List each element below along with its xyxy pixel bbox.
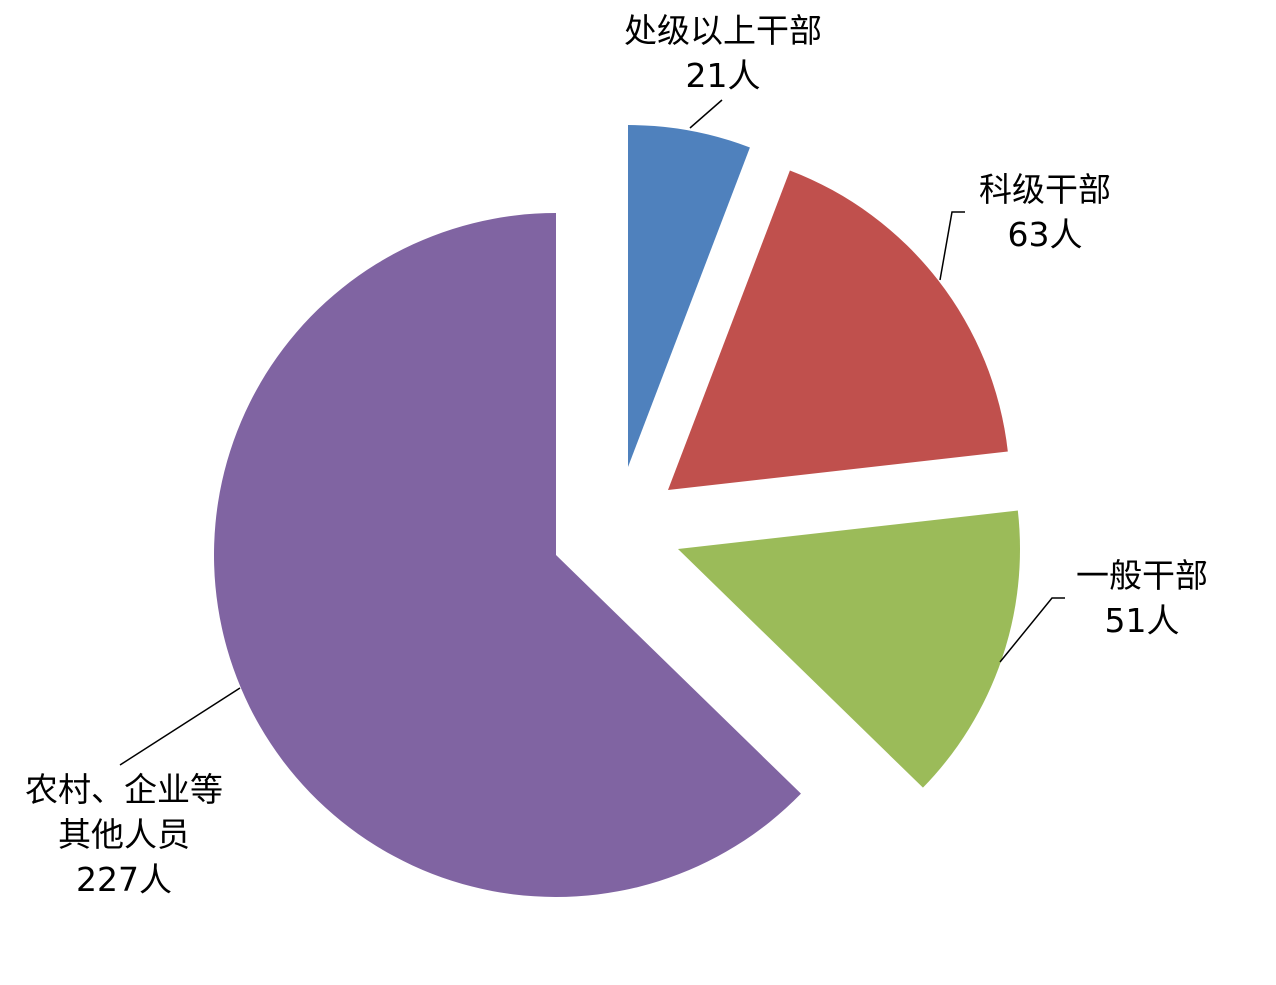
category-label: 一般干部 <box>1076 556 1208 595</box>
slice-label: 处级以上干部 21人 <box>603 8 843 98</box>
leader-line <box>999 597 1065 663</box>
value-label: 63人 <box>1007 215 1083 254</box>
slice-label: 一般干部 51人 <box>1057 553 1227 643</box>
category-label: 农村、企业等其他人员 <box>25 770 223 854</box>
slice-label: 农村、企业等其他人员 227人 <box>10 767 238 902</box>
value-label: 51人 <box>1104 601 1180 640</box>
value-label: 21人 <box>685 56 761 95</box>
leader-line <box>939 211 965 281</box>
leader-line <box>119 687 241 766</box>
slice-label: 科级干部 63人 <box>960 167 1130 257</box>
category-label: 科级干部 <box>979 170 1111 209</box>
category-label: 处级以上干部 <box>624 11 822 50</box>
pie-slice <box>678 510 1020 788</box>
leader-line <box>689 99 723 129</box>
pie-slice <box>214 213 801 898</box>
pie-slice <box>628 125 750 467</box>
value-label: 227人 <box>76 860 172 899</box>
pie-slice <box>668 170 1008 491</box>
